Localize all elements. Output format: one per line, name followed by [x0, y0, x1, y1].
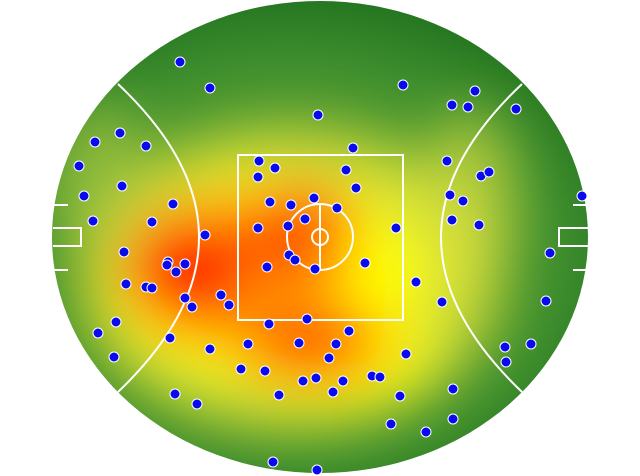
point — [310, 372, 322, 384]
point — [483, 166, 495, 178]
point — [223, 299, 235, 311]
point — [394, 390, 406, 402]
point — [447, 383, 459, 395]
point — [164, 332, 176, 344]
point — [253, 155, 265, 167]
point — [323, 352, 335, 364]
point — [169, 388, 181, 400]
point — [110, 316, 122, 328]
point — [167, 198, 179, 210]
point — [204, 82, 216, 94]
point — [436, 296, 448, 308]
point — [267, 456, 279, 468]
point — [179, 258, 191, 270]
point — [161, 259, 173, 271]
point — [462, 101, 474, 113]
point — [204, 343, 216, 355]
point — [261, 261, 273, 273]
point — [297, 375, 309, 387]
point — [186, 301, 198, 313]
point — [499, 341, 511, 353]
point — [301, 313, 313, 325]
point — [308, 192, 320, 204]
point — [337, 375, 349, 387]
point — [359, 257, 371, 269]
point — [269, 162, 281, 174]
point — [118, 246, 130, 258]
point — [312, 109, 324, 121]
point — [540, 295, 552, 307]
point — [215, 289, 227, 301]
point — [116, 180, 128, 192]
point — [444, 189, 456, 201]
point — [87, 215, 99, 227]
point — [410, 276, 422, 288]
point — [78, 190, 90, 202]
point — [191, 398, 203, 410]
point — [347, 142, 359, 154]
point — [293, 337, 305, 349]
point — [457, 195, 469, 207]
point — [311, 464, 323, 476]
point — [140, 140, 152, 152]
point — [114, 127, 126, 139]
point — [327, 386, 339, 398]
point — [289, 254, 301, 266]
point — [374, 371, 386, 383]
point — [340, 164, 352, 176]
point — [263, 318, 275, 330]
point — [282, 220, 294, 232]
point — [510, 103, 522, 115]
point — [273, 389, 285, 401]
point — [500, 356, 512, 368]
point — [199, 229, 211, 241]
point — [447, 413, 459, 425]
point — [309, 263, 321, 275]
point — [473, 219, 485, 231]
point — [446, 214, 458, 226]
point — [73, 160, 85, 172]
point — [469, 85, 481, 97]
point — [146, 216, 158, 228]
point — [576, 190, 588, 202]
point — [400, 348, 412, 360]
point — [299, 213, 311, 225]
point — [146, 282, 158, 294]
point — [264, 196, 276, 208]
point — [441, 155, 453, 167]
point — [285, 199, 297, 211]
point — [235, 363, 247, 375]
point — [252, 222, 264, 234]
point — [446, 99, 458, 111]
point — [170, 266, 182, 278]
point — [397, 79, 409, 91]
point — [385, 418, 397, 430]
point — [330, 338, 342, 350]
point — [259, 365, 271, 377]
point — [420, 426, 432, 438]
point — [350, 182, 362, 194]
field-lines — [53, 83, 588, 393]
point — [179, 292, 191, 304]
point — [525, 338, 537, 350]
point — [544, 247, 556, 259]
point — [89, 136, 101, 148]
point — [108, 351, 120, 363]
point — [390, 222, 402, 234]
point — [242, 338, 254, 350]
point — [343, 325, 355, 337]
point — [174, 56, 186, 68]
point — [92, 327, 104, 339]
point — [252, 171, 264, 183]
point — [331, 202, 343, 214]
point — [120, 278, 132, 290]
